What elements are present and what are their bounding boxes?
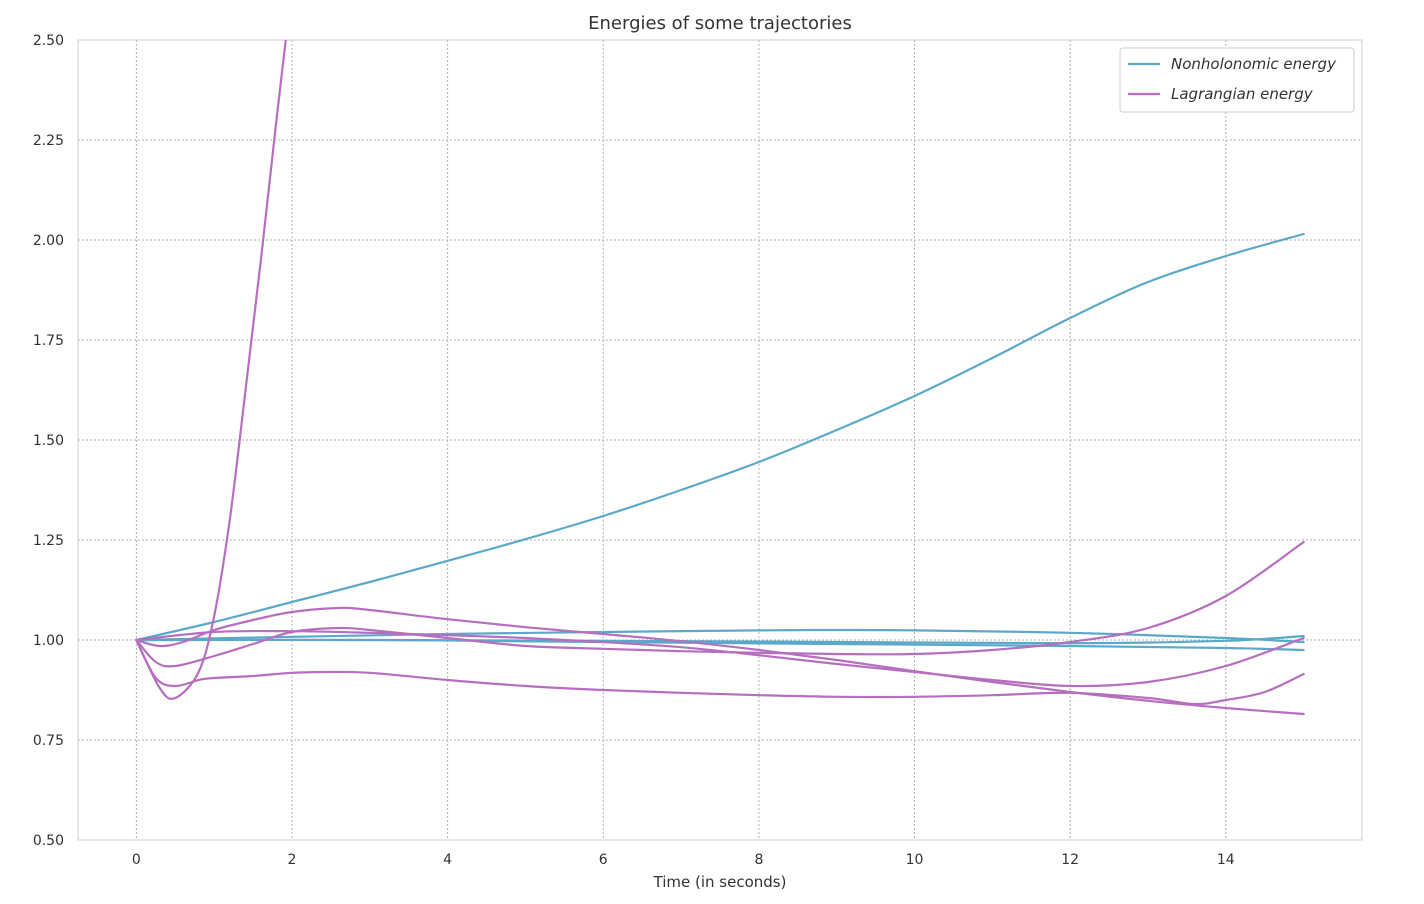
y-tick-label: 1.50	[33, 433, 64, 449]
series-layer	[135, 40, 1305, 716]
x-tick-label: 6	[599, 852, 608, 868]
series-line-lagrangian-6	[135, 540, 1305, 668]
series-line-nonholonomic-3	[135, 638, 1305, 652]
legend-label: Lagrangian energy	[1171, 85, 1314, 103]
x-tick-label: 12	[1061, 852, 1079, 868]
y-axis: 0.50 0.75 1.00 1.25 1.50 1.75 2.00 2.25 2.50	[33, 33, 64, 849]
y-tick-label: 1.00	[33, 633, 64, 649]
legend-box	[1119, 47, 1355, 113]
series-line-lagrangian-7	[135, 606, 1305, 716]
x-tick-label: 4	[443, 852, 452, 868]
x-tick-label: 8	[754, 852, 763, 868]
chart-title: Energies of some trajectories	[588, 13, 852, 34]
series-line-nonholonomic-1	[135, 628, 1305, 644]
x-axis-label: Time (in seconds)	[653, 873, 787, 891]
y-tick-label: 0.50	[33, 833, 64, 849]
y-tick-label: 2.00	[33, 233, 64, 249]
legend: Nonholonomic energy Lagrangian energy	[1119, 47, 1355, 113]
x-tick-label: 2	[288, 852, 297, 868]
x-tick-label: 0	[132, 852, 141, 868]
grid-layer	[78, 39, 1362, 841]
x-tick-label: 14	[1217, 852, 1235, 868]
legend-label: Nonholonomic energy	[1171, 55, 1337, 73]
y-tick-label: 1.75	[33, 333, 64, 349]
x-axis: 0 2 4 6 8 10 12 14	[132, 852, 1235, 868]
series-line-lagrangian-4	[135, 40, 287, 701]
x-tick-label: 10	[906, 852, 924, 868]
plot-frame	[77, 39, 1363, 841]
y-tick-label: 0.75	[33, 733, 64, 749]
y-tick-label: 1.25	[33, 533, 64, 549]
series-line-lagrangian-8	[135, 629, 1305, 688]
y-tick-label: 2.50	[33, 33, 64, 49]
series-line-lagrangian-5	[135, 638, 1305, 706]
y-tick-label: 2.25	[33, 133, 64, 149]
series-line-nonholonomic-0	[135, 232, 1305, 642]
